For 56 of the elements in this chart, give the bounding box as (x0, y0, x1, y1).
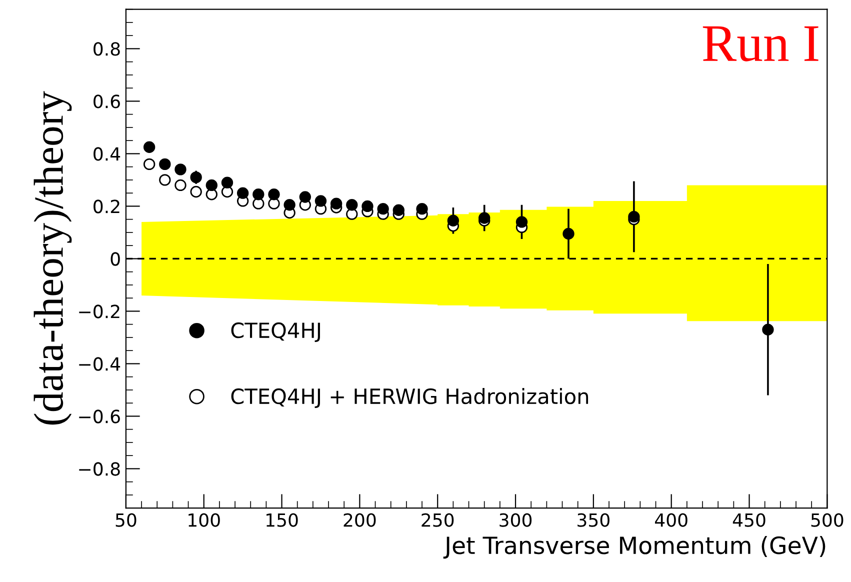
y-tick-label: −0.4 (79, 357, 120, 371)
y-tick-label: 0.6 (94, 94, 120, 108)
legend-label: CTEQ4HJ + HERWIG Hadronization (231, 388, 588, 408)
point (143, 158, 156, 170)
point (174, 179, 186, 192)
x-tick-label: 200 (344, 513, 376, 527)
point (236, 187, 249, 199)
point (190, 186, 202, 198)
point (392, 204, 404, 216)
point (447, 214, 460, 226)
x-tick-label: 500 (811, 513, 844, 527)
x-tick-label: 400 (654, 513, 688, 527)
point (562, 228, 574, 240)
y-tick-label: 0.2 (94, 200, 120, 214)
point (268, 188, 280, 200)
point (174, 164, 186, 176)
point (143, 141, 156, 153)
x-axis-title: Jet Transverse Momentum (GeV) (443, 536, 826, 559)
y-tick-label: 0 (110, 252, 120, 266)
y-axis-title: (data-theory)/theory (34, 91, 72, 425)
point (268, 198, 280, 210)
x-tick-label: 350 (578, 513, 610, 527)
point (252, 188, 264, 200)
point (762, 324, 774, 336)
point (221, 176, 234, 188)
point (314, 195, 327, 207)
point (206, 179, 218, 192)
point (346, 208, 358, 220)
x-tick-label: 100 (188, 513, 220, 527)
legend-label: CTEQ4HJ (231, 322, 320, 342)
point (346, 199, 358, 211)
x-tick-label: 50 (116, 513, 136, 527)
y-tick-label: 0.8 (94, 42, 120, 56)
annotation: Run I (702, 26, 818, 62)
y-tick-label: −0.8 (79, 462, 120, 476)
y-tick-label: 0.4 (94, 147, 120, 161)
point (284, 199, 296, 211)
point (478, 212, 490, 224)
point (628, 210, 640, 223)
y-tick-label: −0.2 (79, 304, 120, 318)
point (221, 186, 234, 198)
point (330, 198, 342, 210)
point (377, 202, 389, 215)
x-tick-label: 450 (732, 513, 766, 527)
point (190, 171, 202, 184)
point (516, 216, 528, 228)
x-tick-label: 150 (266, 513, 298, 527)
x-tick-label: 250 (422, 513, 454, 527)
point (252, 198, 264, 210)
point (299, 191, 311, 203)
x-tick-label: 300 (500, 513, 532, 527)
point (159, 174, 171, 186)
point (362, 200, 374, 212)
y-tick-label: −0.6 (79, 410, 120, 424)
point (416, 202, 428, 215)
point (159, 158, 171, 170)
